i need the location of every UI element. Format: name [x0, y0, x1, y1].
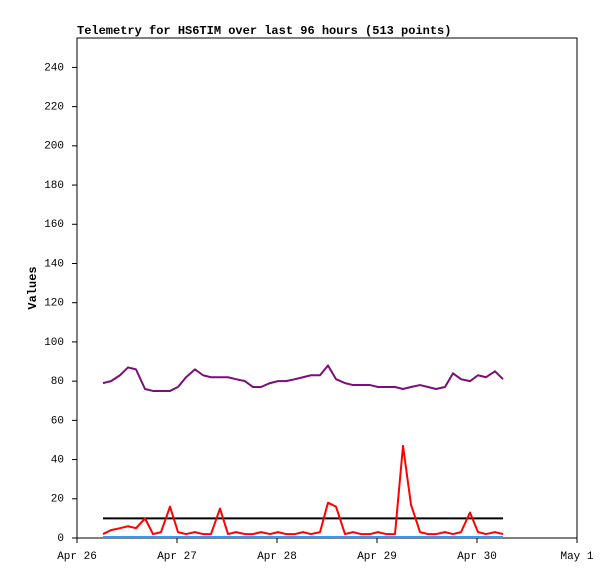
chart-title: Telemetry for HS6TIM over last 96 hours …	[77, 24, 451, 38]
series-line	[102, 444, 504, 536]
y-tick-label: 20	[51, 494, 64, 506]
y-tick-label: 240	[44, 62, 64, 74]
x-tick-label: Apr 26	[57, 551, 97, 563]
y-tick-label: 60	[51, 415, 64, 427]
y-tick-label: 160	[44, 219, 64, 231]
series-line	[102, 364, 504, 392]
y-tick-label: 100	[44, 337, 64, 349]
y-tick-label: 200	[44, 141, 64, 153]
x-tick-label: Apr 30	[457, 551, 497, 563]
x-tick-label: May 1	[560, 551, 593, 563]
y-tick-label: 140	[44, 258, 64, 270]
x-tick-label: Apr 29	[357, 551, 397, 563]
y-tick-label: 120	[44, 298, 64, 310]
x-tick-label: Apr 28	[257, 551, 297, 563]
y-tick-label: 80	[51, 376, 64, 388]
y-tick-label: 0	[57, 533, 64, 545]
y-tick-label: 40	[51, 454, 64, 466]
plot-frame	[76, 37, 578, 539]
x-tick-label: Apr 27	[157, 551, 197, 563]
y-tick-label: 220	[44, 102, 64, 114]
y-tick-label: 180	[44, 180, 64, 192]
y-axis-label: Values	[26, 266, 40, 309]
